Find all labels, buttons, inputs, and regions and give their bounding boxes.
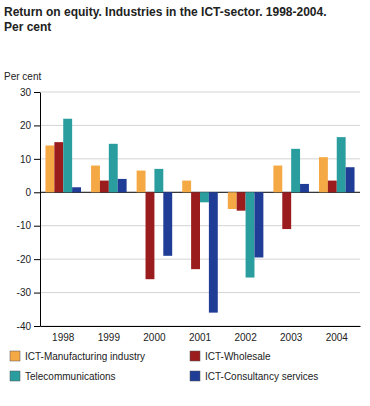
- x-tick: 2003: [280, 326, 303, 343]
- y-axis: -40 -30 -20 -10 0 10 20 30: [17, 87, 41, 332]
- bar: [328, 181, 337, 193]
- bar: [54, 142, 63, 192]
- bar: [282, 192, 291, 229]
- bar: [254, 192, 263, 257]
- legend-label: ICT-Consultancy services: [205, 371, 318, 382]
- bar: [191, 192, 200, 269]
- legend-label: Telecommunications: [25, 371, 116, 382]
- y-tick: 0: [25, 187, 40, 198]
- y-tick-mark: [34, 192, 40, 193]
- bar: [346, 167, 355, 192]
- y-tick-mark: [34, 125, 40, 126]
- y-tick: 10: [20, 154, 40, 165]
- plot: -40 -30 -20 -10 0 10 20 30 1998 1999 2000 2001 2002 2…: [17, 87, 361, 343]
- bar: [109, 144, 118, 192]
- bar: [146, 192, 155, 279]
- x-tick-label: 1998: [52, 332, 75, 343]
- grid-line: [40, 125, 360, 126]
- legend: ICT-Manufacturing industry ICT-Wholesale T…: [10, 351, 318, 382]
- legend-label: ICT-Wholesale: [205, 351, 271, 362]
- bar: [91, 166, 100, 193]
- y-tick: -20: [17, 254, 40, 265]
- y-tick: 30: [20, 87, 40, 98]
- y-tick-mark: [34, 226, 40, 227]
- grid: [40, 92, 360, 326]
- series: [72, 167, 354, 312]
- y-tick: 20: [20, 120, 40, 131]
- x-tick-label: 2001: [189, 332, 212, 343]
- bar: [100, 181, 109, 193]
- bar: [246, 192, 255, 277]
- bar: [337, 137, 346, 192]
- bar: [72, 187, 81, 192]
- y-tick-label: 20: [20, 120, 32, 131]
- y-axis-line: [40, 93, 41, 327]
- bar: [118, 179, 127, 192]
- x-axis: 1998 1999 2000 2001 2002 2003 2004: [41, 326, 361, 343]
- y-tick: -40: [17, 321, 40, 332]
- legend-swatch: [10, 351, 20, 361]
- bar: [200, 192, 209, 202]
- y-axis-title: Per cent: [4, 71, 41, 82]
- bar: [209, 192, 218, 312]
- y-tick-label: -10: [17, 220, 32, 231]
- bar: [182, 181, 191, 193]
- x-tick-label: 2000: [143, 332, 166, 343]
- x-tick-label: 2002: [234, 332, 257, 343]
- legend-item: ICT-Consultancy services: [190, 371, 318, 382]
- chart: Return on equity. Industries in the ICT-…: [0, 0, 370, 406]
- y-tick-label: 10: [20, 154, 32, 165]
- legend-item: Telecommunications: [10, 371, 116, 382]
- subtitle: Per cent: [4, 20, 51, 34]
- bar: [291, 149, 300, 192]
- y-tick-label: -20: [17, 254, 32, 265]
- grid-line: [40, 292, 360, 293]
- bar: [63, 119, 72, 193]
- grid-line: [40, 158, 360, 159]
- y-tick: -10: [17, 220, 40, 231]
- legend-swatch: [190, 351, 200, 361]
- bar: [137, 171, 146, 193]
- bar: [273, 166, 282, 193]
- legend-label: ICT-Manufacturing industry: [25, 351, 145, 362]
- x-tick-label: 2003: [280, 332, 303, 343]
- y-tick-label: -40: [17, 321, 32, 332]
- bar: [154, 169, 163, 192]
- y-tick-mark: [34, 259, 40, 260]
- x-axis-line: [41, 326, 361, 327]
- y-tick-label: -30: [17, 287, 32, 298]
- bar: [300, 184, 309, 192]
- x-tick: 2000: [143, 326, 166, 343]
- x-tick: 2001: [189, 326, 212, 343]
- bar: [45, 145, 54, 192]
- title: Return on equity. Industries in the ICT-…: [4, 5, 327, 19]
- y-tick-mark: [34, 159, 40, 160]
- x-tick: 2004: [326, 326, 349, 343]
- x-tick: 1998: [52, 326, 75, 343]
- bar: [228, 192, 237, 209]
- legend-swatch: [190, 371, 200, 381]
- y-tick-label: 30: [20, 87, 32, 98]
- y-tick-label: 0: [25, 187, 31, 198]
- y-tick-mark: [34, 326, 40, 327]
- legend-item: ICT-Wholesale: [190, 351, 271, 362]
- x-tick-label: 2004: [326, 332, 349, 343]
- bar: [319, 157, 328, 192]
- grid-line: [40, 326, 360, 327]
- series: [63, 119, 345, 278]
- x-tick: 2002: [234, 326, 257, 343]
- y-tick-mark: [34, 293, 40, 294]
- x-tick: 1999: [98, 326, 121, 343]
- bars: [45, 119, 354, 313]
- x-tick-label: 1999: [98, 332, 121, 343]
- y-tick-mark: [34, 92, 40, 93]
- series: [54, 142, 336, 279]
- legend-item: ICT-Manufacturing industry: [10, 351, 145, 362]
- y-tick: -30: [17, 287, 40, 298]
- grid-line: [40, 92, 360, 93]
- legend-swatch: [10, 371, 20, 381]
- bar: [237, 192, 246, 210]
- bar: [163, 192, 172, 256]
